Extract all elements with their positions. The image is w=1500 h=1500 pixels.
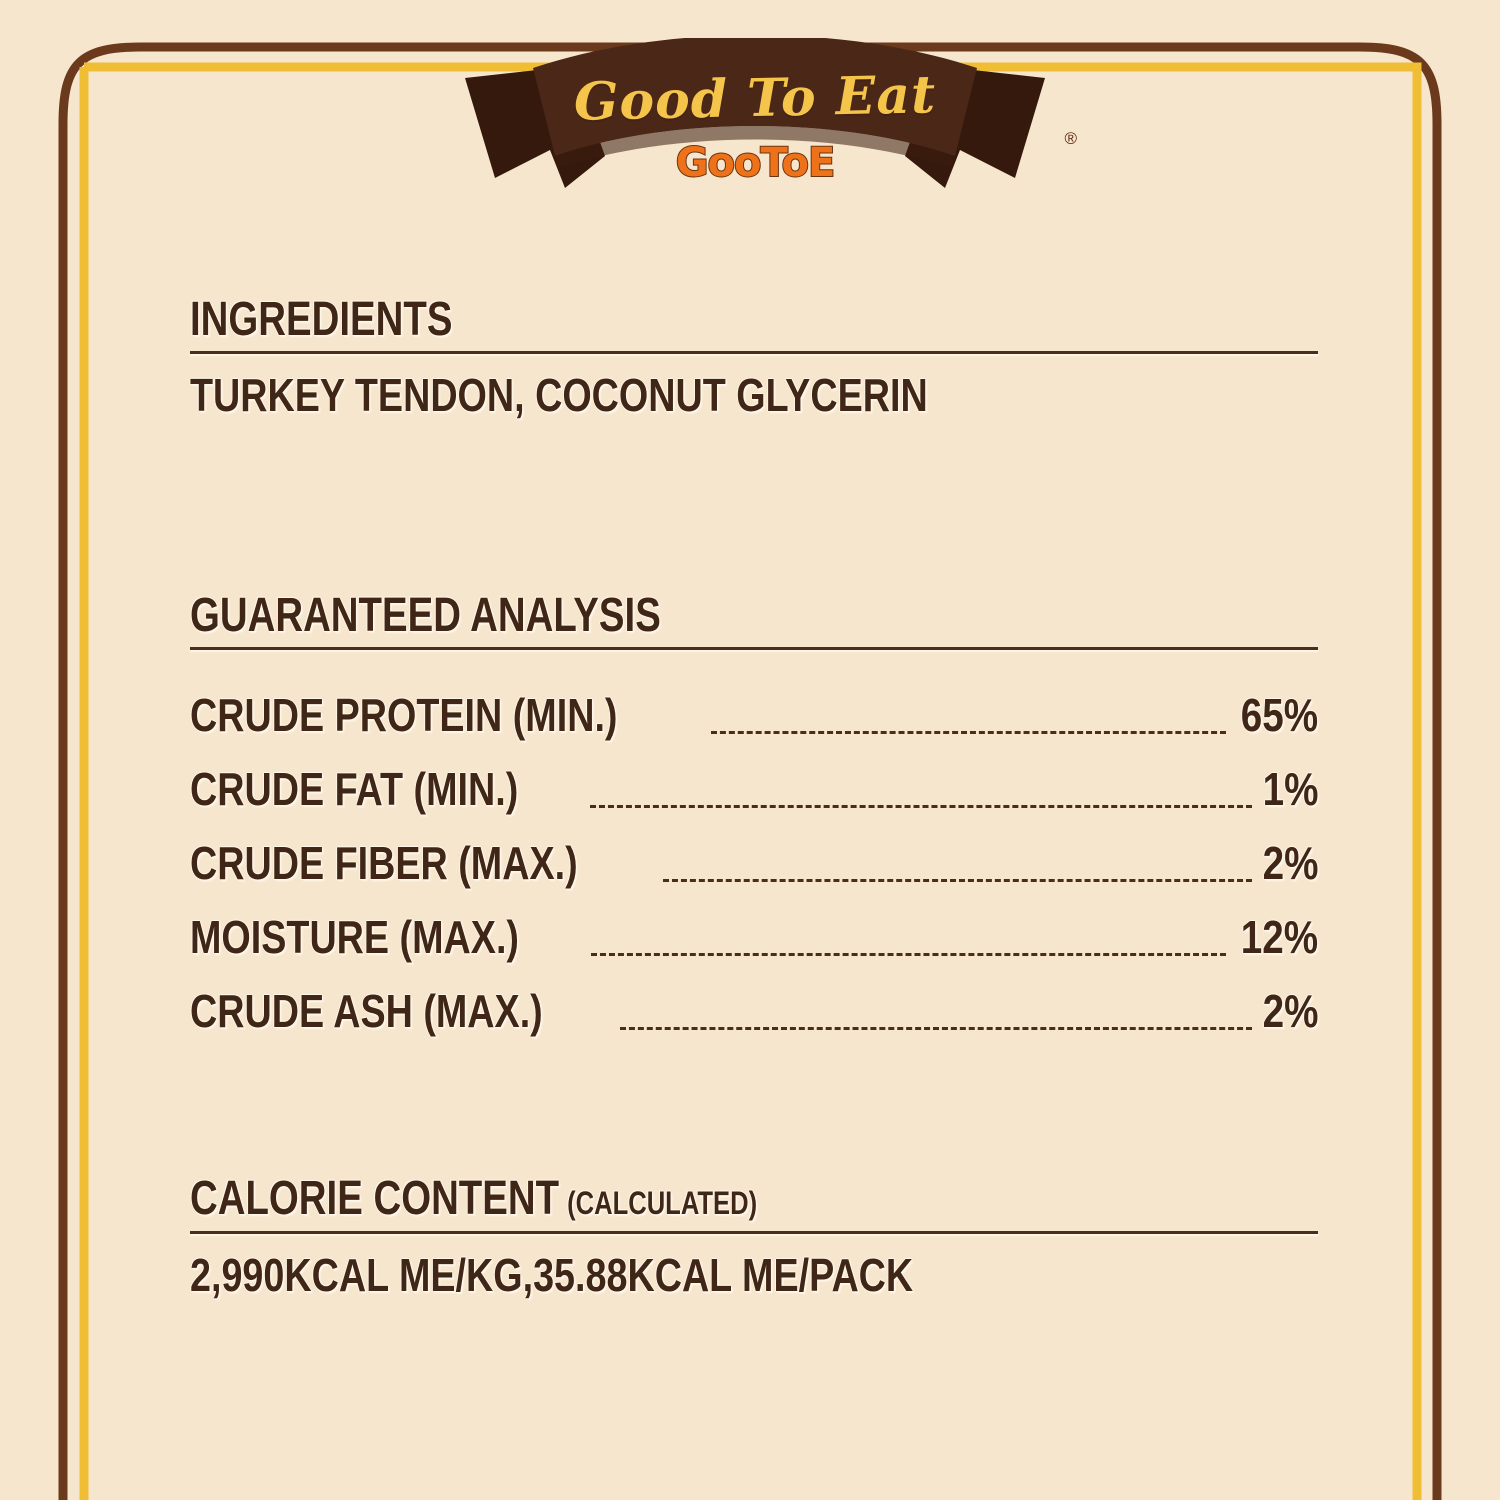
table-row: MOISTURE (MAX.) 12% [190, 886, 1318, 960]
ingredients-heading-text: INGREDIENTS [190, 293, 453, 346]
frame-brown-top-left [58, 42, 141, 1500]
calorie-content-heading: CALORIE CONTENT (CALCULATED) [190, 1172, 1092, 1226]
ingredients-heading: INGREDIENTS [190, 293, 1092, 346]
dotted-leader [620, 1027, 1252, 1031]
analysis-row-label: CRUDE PROTEIN (MIN.) [190, 689, 618, 742]
table-row: CRUDE PROTEIN (MIN.) 65% [190, 664, 1318, 738]
calorie-content-rule [190, 1230, 1318, 1234]
analysis-row-value: 65% [1240, 689, 1318, 742]
dotted-leader [590, 805, 1252, 809]
registered-trademark-icon: ® [1064, 129, 1077, 148]
brand-banner: Good To Eat GooToE ® [455, 38, 1077, 218]
section-ingredients: INGREDIENTS TURKEY TENDON, COCONUT GLYCE… [190, 293, 1318, 422]
analysis-row-value: 12% [1240, 911, 1318, 964]
analysis-row-label: CRUDE FIBER (MAX.) [190, 837, 578, 890]
calorie-content-body: 2,990KCAL ME/KG,35.88KCAL ME/PACK [190, 1248, 914, 1301]
dotted-leader [662, 879, 1252, 883]
label-content: INGREDIENTS TURKEY TENDON, COCONUT GLYCE… [190, 293, 1318, 1301]
dotted-leader [591, 953, 1226, 957]
banner-body [533, 38, 977, 156]
analysis-row-label: MOISTURE (MAX.) [190, 911, 519, 964]
calorie-content-heading-text: CALORIE CONTENT [190, 1172, 560, 1226]
ingredients-rule [190, 351, 1318, 355]
analysis-row-value: 2% [1262, 985, 1318, 1038]
table-row: CRUDE ASH (MAX.) 2% [190, 960, 1318, 1034]
table-row: CRUDE FIBER (MAX.) 2% [190, 812, 1318, 886]
analysis-row-value: 1% [1262, 763, 1318, 816]
calorie-content-heading-suffix: (CALCULATED) [567, 1185, 758, 1222]
section-calorie-content: CALORIE CONTENT (CALCULATED) 2,990KCAL M… [190, 1172, 1318, 1301]
ingredients-body: TURKEY TENDON, COCONUT GLYCERIN [190, 369, 928, 422]
guaranteed-analysis-heading: GUARANTEED ANALYSIS [190, 588, 1092, 642]
section-guaranteed-analysis: GUARANTEED ANALYSIS CRUDE PROTEIN (MIN.)… [190, 588, 1318, 1034]
analysis-row-value: 2% [1262, 837, 1318, 890]
spacer-analysis-calories [190, 1034, 1318, 1174]
table-row: CRUDE FAT (MIN.) 1% [190, 738, 1318, 812]
banner-shadow-band [555, 126, 955, 168]
guaranteed-analysis-rows: CRUDE PROTEIN (MIN.) 65% CRUDE FAT (MIN.… [190, 664, 1318, 1034]
spacer-ingredients-analysis [190, 421, 1318, 591]
analysis-row-label: CRUDE FAT (MIN.) [190, 763, 519, 816]
guaranteed-analysis-rule [190, 647, 1318, 651]
dotted-leader [711, 731, 1226, 735]
analysis-row-label: CRUDE ASH (MAX.) [190, 985, 543, 1038]
guaranteed-analysis-heading-text: GUARANTEED ANALYSIS [190, 588, 661, 642]
